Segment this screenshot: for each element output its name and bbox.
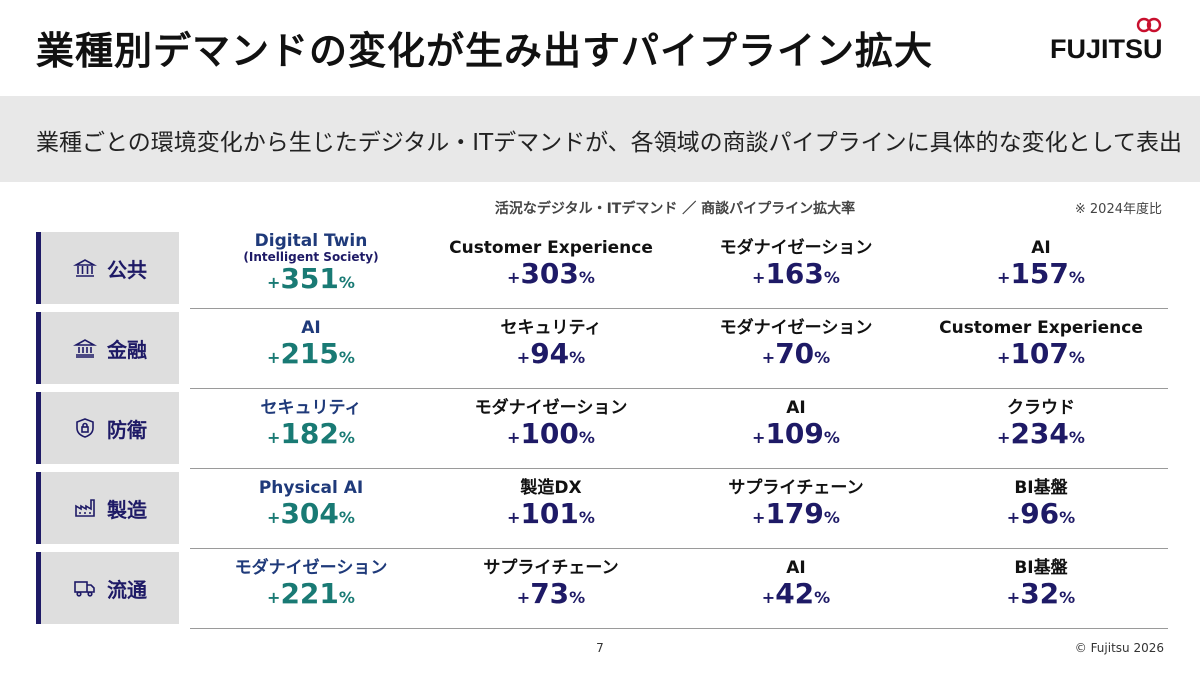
growth-value: +304% [267, 497, 355, 530]
demand-name: モダナイゼーション [719, 318, 873, 338]
demand-name: AI [301, 318, 321, 338]
demand-cell: Physical AI +304% [191, 472, 431, 544]
demand-cell: AI +215% [191, 312, 431, 384]
demand-name: AI [786, 558, 806, 578]
row-label: 防衛 [36, 392, 179, 464]
growth-value: +221% [267, 577, 355, 610]
comparison-note: ※ 2024年度比 [1074, 202, 1162, 217]
industry-row-finance: 金融 AI +215% セキュリティ +94% モダナイゼーション +70% C… [36, 312, 1168, 389]
demand-name: サプライチェーン [728, 478, 864, 498]
row-divider [190, 628, 1168, 629]
row-divider [190, 388, 1168, 389]
copyright: © Fujitsu 2026 [1074, 641, 1164, 655]
row-label: 金融 [36, 312, 179, 384]
government-building-icon [73, 256, 97, 280]
demand-name: AI [1031, 238, 1051, 258]
growth-value: +101% [507, 497, 595, 530]
demand-cell: Digital Twin (Intelligent Society) +351% [191, 232, 431, 304]
page-title: 業種別デマンドの変化が生み出すパイプライン拡大 [36, 29, 934, 73]
demand-name: 製造DX [520, 478, 582, 498]
growth-value: +70% [761, 337, 831, 370]
demand-name: Digital Twin [254, 231, 368, 251]
growth-value: +96% [1006, 497, 1076, 530]
demand-subname: (Intelligent Society) [243, 250, 379, 264]
demand-name: AI [786, 398, 806, 418]
demand-cell: AI +109% [676, 392, 916, 464]
demand-cell: BI基盤 +32% [921, 552, 1161, 624]
industry-row-distribution: 流通 モダナイゼーション +221% サプライチェーン +73% AI +42%… [36, 552, 1168, 629]
row-divider [190, 548, 1168, 549]
demand-cell: セキュリティ +94% [431, 312, 671, 384]
demand-cell: 製造DX +101% [431, 472, 671, 544]
demand-cell: モダナイゼーション +100% [431, 392, 671, 464]
growth-value: +32% [1006, 577, 1076, 610]
demand-cell: Customer Experience +303% [431, 232, 671, 304]
growth-value: +351% [267, 262, 355, 295]
industry-row-defense: 防衛 セキュリティ +182% モダナイゼーション +100% AI +109%… [36, 392, 1168, 469]
subtitle-band: 業種ごとの環境変化から生じたデジタル・ITデマンドが、各領域の商談パイプラインに… [0, 96, 1200, 182]
demand-name: Physical AI [258, 478, 364, 498]
growth-value: +100% [507, 417, 595, 450]
row-label-text: 防衛 [107, 417, 147, 442]
demand-cell: モダナイゼーション +70% [676, 312, 916, 384]
demand-cell: クラウド +234% [921, 392, 1161, 464]
demand-cell: モダナイゼーション +221% [191, 552, 431, 624]
demand-cell: BI基盤 +96% [921, 472, 1161, 544]
demand-name: モダナイゼーション [234, 558, 388, 578]
row-label-text: 流通 [107, 577, 147, 602]
growth-value: +303% [507, 257, 595, 290]
row-label-text: 公共 [107, 257, 147, 282]
row-label-text: 金融 [107, 337, 147, 362]
growth-value: +163% [752, 257, 840, 290]
row-divider [190, 308, 1168, 309]
shield-lock-icon [73, 416, 97, 440]
demand-cell: サプライチェーン +179% [676, 472, 916, 544]
demand-name: サプライチェーン [483, 558, 619, 578]
logo-text: FUJITSU [1050, 34, 1163, 64]
demand-name: BI基盤 [1014, 558, 1068, 578]
demand-cell: セキュリティ +182% [191, 392, 431, 464]
growth-value: +109% [752, 417, 840, 450]
row-label: 公共 [36, 232, 179, 304]
table-header: 活況なデジタル・ITデマンド ／ 商談パイプライン拡大率 [494, 201, 856, 217]
delivery-truck-icon [73, 576, 97, 600]
industry-row-public: 公共 Digital Twin (Intelligent Society) +3… [36, 232, 1168, 309]
demand-cell: AI +157% [921, 232, 1161, 304]
row-label-text: 製造 [107, 497, 147, 522]
growth-value: +42% [761, 577, 831, 610]
demand-name: セキュリティ [500, 318, 602, 338]
industry-row-manufacturing: 製造 Physical AI +304% 製造DX +101% サプライチェーン… [36, 472, 1168, 549]
demand-name: BI基盤 [1014, 478, 1068, 498]
demand-name: Customer Experience [449, 238, 653, 258]
growth-value: +107% [997, 337, 1085, 370]
growth-value: +179% [752, 497, 840, 530]
factory-icon [73, 496, 97, 520]
page-number: 7 [596, 641, 604, 655]
demand-name: モダナイゼーション [474, 398, 628, 418]
demand-cell: サプライチェーン +73% [431, 552, 671, 624]
growth-value: +157% [997, 257, 1085, 290]
demand-name: セキュリティ [260, 398, 362, 418]
demand-name: クラウド [1007, 398, 1075, 418]
subtitle: 業種ごとの環境変化から生じたデジタル・ITデマンドが、各領域の商談パイプラインに… [36, 130, 1182, 156]
row-label: 流通 [36, 552, 179, 624]
demand-cell: モダナイゼーション +163% [676, 232, 916, 304]
demand-cell: Customer Experience +107% [921, 312, 1161, 384]
growth-value: +73% [516, 577, 586, 610]
demand-name: モダナイゼーション [719, 238, 873, 258]
growth-value: +215% [267, 337, 355, 370]
demand-name: Customer Experience [939, 318, 1143, 338]
row-label: 製造 [36, 472, 179, 544]
growth-value: +94% [516, 337, 586, 370]
row-divider [190, 468, 1168, 469]
fujitsu-logo: FUJITSU [1050, 14, 1163, 70]
bank-icon [73, 336, 97, 360]
infinity-mark-icon [1136, 17, 1162, 33]
demand-cell: AI +42% [676, 552, 916, 624]
growth-value: +234% [997, 417, 1085, 450]
growth-value: +182% [267, 417, 355, 450]
